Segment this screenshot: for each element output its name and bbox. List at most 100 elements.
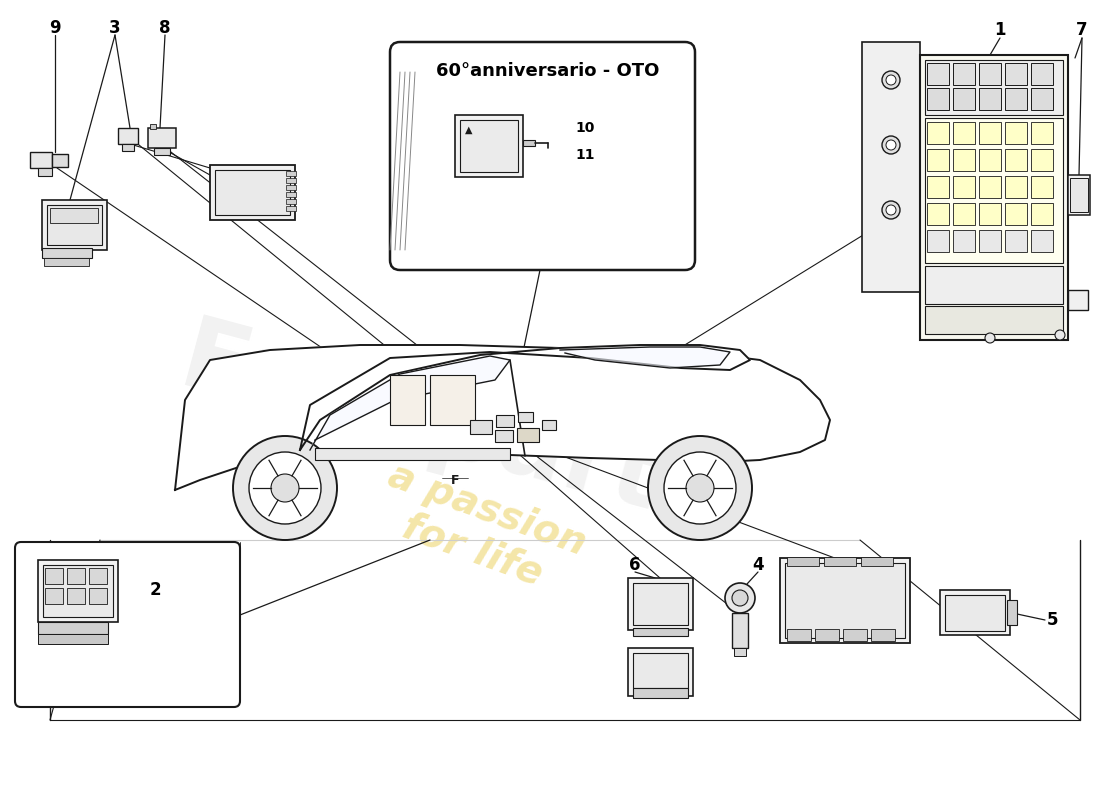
Bar — [286, 192, 296, 197]
Bar — [45, 588, 63, 604]
Bar — [786, 557, 820, 566]
Text: F: F — [451, 474, 460, 486]
Circle shape — [886, 205, 896, 215]
Bar — [430, 375, 475, 425]
Bar — [979, 63, 1001, 85]
Circle shape — [664, 452, 736, 524]
Bar — [286, 171, 296, 176]
Text: 1: 1 — [994, 21, 1005, 39]
Bar — [43, 565, 113, 617]
Bar — [214, 170, 290, 215]
Circle shape — [249, 452, 321, 524]
Text: 60°anniversario - OTO: 60°anniversario - OTO — [436, 62, 659, 80]
Bar — [632, 688, 688, 698]
Circle shape — [725, 583, 755, 613]
Bar — [52, 154, 68, 167]
Bar — [118, 128, 138, 144]
Polygon shape — [175, 345, 830, 490]
Bar — [785, 563, 905, 638]
Bar — [940, 590, 1010, 635]
Text: 2: 2 — [150, 581, 161, 599]
Bar — [455, 115, 522, 177]
Bar — [154, 148, 170, 155]
Bar — [1031, 230, 1053, 252]
Bar — [286, 199, 296, 204]
Bar — [925, 118, 1063, 263]
Bar — [979, 203, 1001, 225]
Bar — [632, 583, 688, 625]
Bar — [1031, 176, 1053, 198]
Bar — [1031, 203, 1053, 225]
Circle shape — [233, 436, 337, 540]
Bar — [39, 560, 118, 622]
Bar — [517, 428, 539, 442]
Bar — [39, 622, 108, 634]
Bar — [1031, 149, 1053, 171]
Text: 9: 9 — [50, 19, 60, 37]
Bar — [210, 165, 295, 220]
Bar — [732, 613, 748, 648]
Bar — [945, 595, 1005, 631]
Bar — [927, 176, 949, 198]
Bar — [1006, 600, 1018, 625]
Bar — [1031, 122, 1053, 144]
Bar — [979, 122, 1001, 144]
Circle shape — [732, 590, 748, 606]
Bar — [927, 149, 949, 171]
Text: 5: 5 — [1046, 611, 1058, 629]
Bar — [122, 144, 134, 151]
Bar — [979, 230, 1001, 252]
Bar — [843, 629, 867, 641]
Bar — [39, 168, 52, 176]
Bar — [42, 200, 107, 250]
Bar — [1068, 175, 1090, 215]
Circle shape — [984, 333, 996, 343]
Bar — [628, 578, 693, 630]
Bar — [824, 557, 856, 566]
FancyBboxPatch shape — [390, 42, 695, 270]
Text: ▲: ▲ — [465, 125, 473, 135]
Bar — [1005, 149, 1027, 171]
Bar — [1005, 203, 1027, 225]
Circle shape — [882, 136, 900, 154]
Bar — [390, 375, 425, 425]
Bar — [518, 412, 534, 422]
Bar — [979, 88, 1001, 110]
Text: 8: 8 — [160, 19, 170, 37]
Circle shape — [271, 474, 299, 502]
Bar — [861, 557, 893, 566]
Bar — [470, 420, 492, 434]
Bar — [67, 568, 85, 584]
Bar — [927, 203, 949, 225]
Bar — [1031, 88, 1053, 110]
Bar — [927, 230, 949, 252]
Bar — [150, 124, 156, 129]
Bar — [148, 128, 176, 148]
Bar — [920, 55, 1068, 340]
Circle shape — [686, 474, 714, 502]
Polygon shape — [300, 345, 750, 450]
Text: 4: 4 — [752, 556, 763, 574]
Bar — [815, 629, 839, 641]
Circle shape — [886, 75, 896, 85]
Bar — [862, 42, 920, 292]
Bar — [632, 628, 688, 636]
Bar — [286, 206, 296, 211]
Bar — [786, 629, 811, 641]
Bar — [89, 588, 107, 604]
Polygon shape — [560, 347, 730, 368]
Bar — [925, 60, 1063, 115]
Bar — [953, 230, 975, 252]
Bar — [979, 176, 1001, 198]
Bar — [495, 430, 513, 442]
Bar — [542, 420, 556, 430]
Bar — [632, 653, 688, 688]
Text: 7: 7 — [1076, 21, 1088, 39]
Bar — [1031, 63, 1053, 85]
Bar — [1005, 230, 1027, 252]
Bar — [50, 208, 98, 223]
Text: 11: 11 — [575, 148, 594, 162]
Bar — [734, 648, 746, 656]
Circle shape — [882, 71, 900, 89]
Bar — [286, 178, 296, 183]
